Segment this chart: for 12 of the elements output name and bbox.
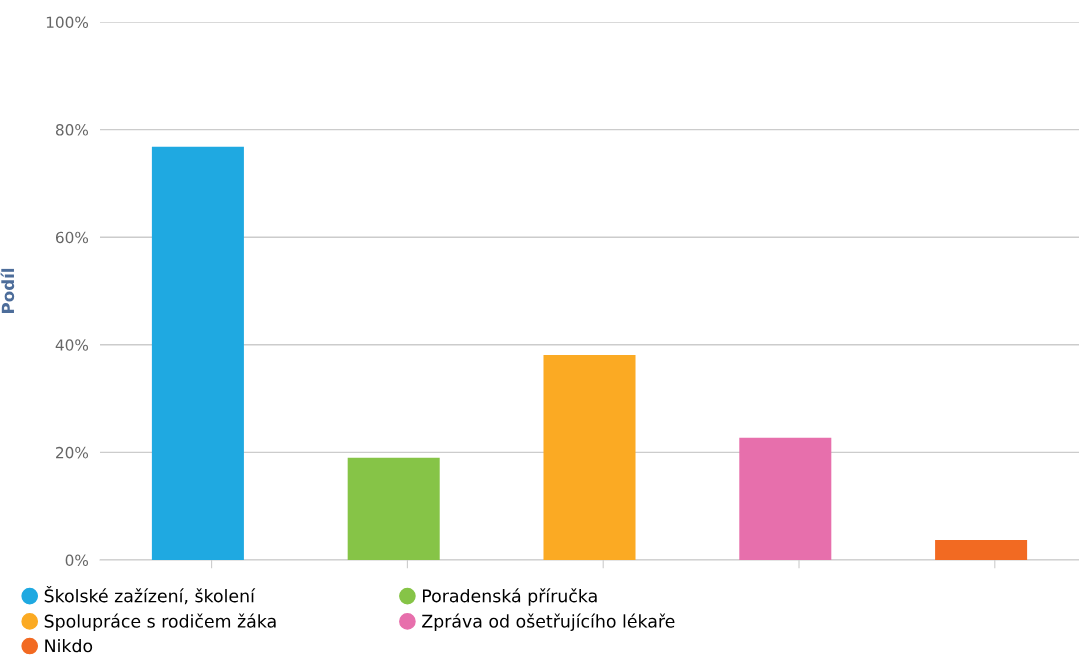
legend-label: Školské zažízení, školení bbox=[44, 586, 256, 605]
legend-label: Spolupráce s rodičem žáka bbox=[44, 613, 276, 632]
y-tick-label: 0% bbox=[65, 554, 89, 567]
legend-label: Poradenská příručka bbox=[423, 588, 597, 606]
y-tick-label: 60% bbox=[56, 231, 89, 244]
legend-label: Zpráva od ošetřujícího lékaře bbox=[422, 613, 675, 632]
y-tick-label: 100% bbox=[46, 16, 89, 29]
y-tick-label: 40% bbox=[55, 339, 89, 351]
y-tick-label: 80% bbox=[55, 124, 89, 136]
y-axis-title: Podíl bbox=[0, 268, 15, 313]
legend-label: Nikdo bbox=[45, 638, 93, 653]
y-tick-label: 20% bbox=[56, 446, 89, 459]
